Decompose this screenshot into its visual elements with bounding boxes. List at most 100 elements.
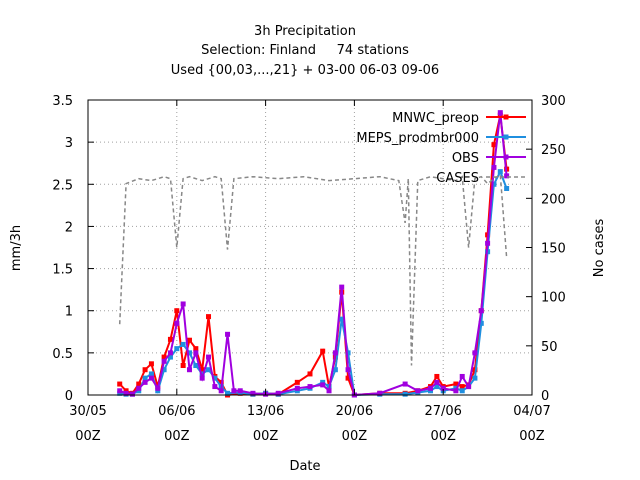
data-point bbox=[472, 350, 478, 356]
data-point bbox=[294, 379, 300, 385]
legend-marker bbox=[503, 154, 509, 160]
data-point bbox=[174, 308, 180, 314]
data-point bbox=[504, 186, 510, 191]
data-point bbox=[136, 388, 142, 394]
series-obs bbox=[117, 110, 510, 398]
data-point bbox=[497, 169, 503, 175]
data-point bbox=[167, 354, 173, 360]
data-point bbox=[466, 384, 472, 390]
x-axis-label: Date bbox=[289, 459, 320, 474]
series-line bbox=[119, 112, 508, 397]
data-point bbox=[117, 388, 123, 394]
data-point bbox=[225, 331, 231, 337]
data-point bbox=[167, 350, 173, 356]
data-point bbox=[472, 375, 478, 381]
data-point bbox=[478, 320, 484, 326]
data-point bbox=[136, 385, 142, 391]
data-point bbox=[459, 373, 465, 379]
data-point bbox=[497, 110, 503, 116]
chart-subtitle-used: Used {00,03,...,21} + 03-00 06-03 09-06 bbox=[171, 63, 439, 78]
data-point bbox=[345, 367, 351, 373]
data-point bbox=[428, 385, 434, 391]
data-point bbox=[167, 336, 173, 342]
data-point bbox=[186, 337, 192, 343]
data-point bbox=[161, 354, 167, 360]
legend-label: MNWC_preop bbox=[392, 111, 479, 126]
data-point bbox=[212, 375, 218, 381]
data-point bbox=[174, 320, 180, 326]
chart-subtitle: Selection: Finland 74 stations bbox=[201, 43, 409, 58]
data-point bbox=[459, 388, 465, 394]
data-point bbox=[123, 390, 129, 396]
y2-axis-label: No cases bbox=[592, 219, 607, 278]
x-tick-label: 27/06 bbox=[424, 404, 461, 419]
y2-tick-label: 100 bbox=[541, 291, 566, 306]
data-point bbox=[459, 384, 465, 390]
series-line bbox=[119, 169, 508, 397]
data-point bbox=[212, 384, 218, 390]
data-point bbox=[186, 350, 192, 356]
data-point bbox=[415, 388, 421, 394]
data-point bbox=[129, 391, 135, 397]
data-point bbox=[339, 284, 345, 290]
legend-label: CASES bbox=[436, 171, 479, 186]
y2-tick-label: 200 bbox=[541, 192, 566, 207]
data-point bbox=[440, 385, 446, 391]
data-point bbox=[453, 385, 459, 391]
x-tick-label: 06/06 bbox=[158, 404, 195, 419]
data-point bbox=[218, 388, 224, 394]
series-line bbox=[118, 173, 508, 366]
x-tick-label-hour: 00Z bbox=[430, 429, 456, 444]
legend-marker bbox=[503, 114, 509, 120]
data-point bbox=[485, 240, 491, 246]
data-point bbox=[231, 388, 237, 394]
data-point bbox=[161, 358, 167, 364]
y-tick-label: 3 bbox=[65, 136, 73, 151]
legend-marker bbox=[503, 134, 509, 140]
data-point bbox=[504, 173, 510, 179]
data-point bbox=[307, 384, 313, 390]
data-point bbox=[307, 371, 313, 377]
legend: MNWC_preop MEPS_prodmbr000 OBS CASES bbox=[356, 111, 526, 186]
data-point bbox=[453, 381, 459, 387]
x-tick-label-hour: 00Z bbox=[164, 429, 190, 444]
data-point bbox=[225, 390, 231, 396]
data-point bbox=[193, 363, 199, 368]
data-point bbox=[174, 346, 180, 352]
data-point bbox=[148, 361, 154, 367]
data-point bbox=[345, 375, 351, 381]
data-point bbox=[199, 367, 205, 373]
data-point bbox=[428, 388, 434, 394]
data-point bbox=[326, 388, 332, 394]
data-point bbox=[332, 367, 338, 373]
y2-tick-label: 150 bbox=[541, 242, 566, 257]
y2-tick-label: 300 bbox=[541, 94, 566, 109]
data-point bbox=[491, 142, 497, 148]
series-layer bbox=[117, 110, 510, 398]
data-point bbox=[491, 164, 497, 170]
data-point bbox=[434, 379, 440, 385]
data-point bbox=[237, 388, 243, 394]
y-tick-label: 1 bbox=[65, 305, 73, 320]
chart-title: 3h Precipitation bbox=[254, 24, 356, 39]
data-point bbox=[478, 308, 484, 314]
legend-label: MEPS_prodmbr000 bbox=[356, 131, 479, 146]
data-point bbox=[320, 382, 326, 388]
data-point bbox=[180, 363, 186, 368]
x-tick-label-hour: 00Z bbox=[342, 429, 368, 444]
data-point bbox=[434, 384, 440, 390]
data-point bbox=[142, 367, 148, 373]
data-point bbox=[186, 367, 192, 373]
data-point bbox=[434, 373, 440, 379]
x-tick-label: 13/06 bbox=[247, 404, 284, 419]
data-point bbox=[491, 181, 497, 187]
y-tick-label: 2.5 bbox=[52, 178, 73, 193]
data-point bbox=[180, 301, 186, 307]
series-mnwc-preop bbox=[117, 112, 510, 398]
data-point bbox=[345, 350, 351, 356]
data-point bbox=[161, 367, 167, 373]
data-point bbox=[193, 350, 199, 356]
data-point bbox=[180, 341, 186, 347]
data-point bbox=[123, 388, 129, 394]
